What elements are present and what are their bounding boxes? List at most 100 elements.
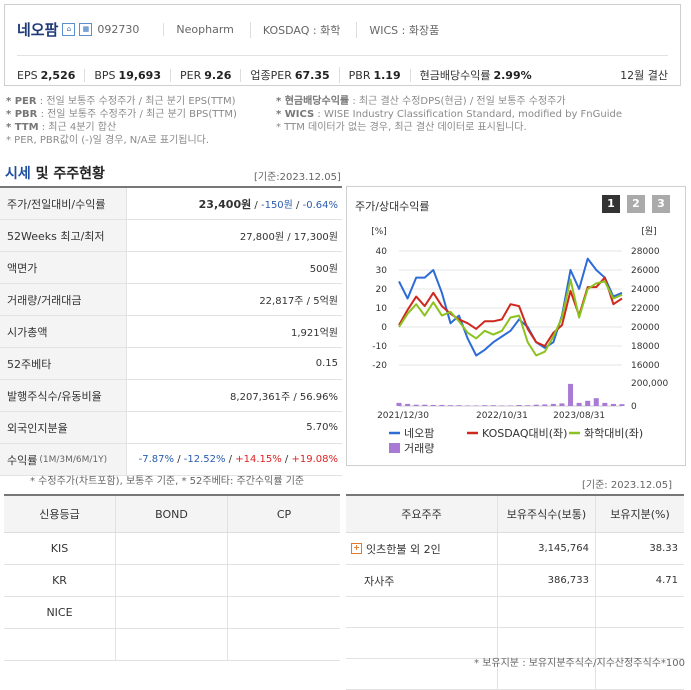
table-row: 52주베타 0.15: [0, 348, 342, 380]
row-label: 액면가: [0, 252, 127, 283]
row-label: 외국인지분율: [0, 412, 127, 443]
table-row: [4, 629, 340, 661]
company-name: 네오팜: [17, 21, 59, 39]
holders-base-date: [기준: 2023.12.05]: [582, 480, 673, 491]
row-value: 5.70%: [306, 422, 338, 433]
y-right-tick-label: 20000: [631, 323, 660, 333]
y-right-tick-label: 22000: [631, 304, 660, 314]
y-left-tick-label: 0: [381, 323, 387, 333]
cp-rating: [228, 629, 340, 660]
metric-eps: EPS 2,526: [17, 68, 86, 82]
note-wics: * WICS : WISE Industry Classification St…: [276, 109, 622, 120]
building-icon[interactable]: ▦: [79, 23, 93, 36]
volume-bar: [593, 398, 599, 406]
table-row: 자사주 386,733 4.71: [346, 565, 684, 597]
table-row: 거래량/거래대금 22,817주 / 5억원: [0, 284, 342, 316]
chart-page-2-button[interactable]: 2: [627, 195, 645, 213]
table-row[interactable]: + 잇츠한불 외 2인 3,145,764 38.33: [346, 533, 684, 565]
right-axis-unit: [원]: [641, 226, 656, 237]
volume-bar: [447, 405, 453, 406]
x-tick-label: 2021/12/30: [377, 411, 429, 421]
chart-page-3-button[interactable]: 3: [652, 195, 670, 213]
volume-bar: [413, 404, 419, 406]
price-value: 23,400원 / -150원 / -0.64%: [198, 197, 338, 211]
chart-title: 주가/상대수익률: [355, 200, 430, 213]
table-row: 발행주식수/유동비율 8,207,361주 / 56.96%: [0, 380, 342, 412]
table-row: KIS: [4, 533, 340, 565]
y-right-tick-label: 26000: [631, 266, 660, 276]
y-right-tick-label: 24000: [631, 285, 660, 295]
fiscal-period: 12월 결산: [620, 69, 668, 82]
row-value: 1,921억원: [290, 328, 338, 339]
holder-name[interactable]: + 잇츠한불 외 2인: [346, 533, 498, 564]
holder-name: [346, 597, 498, 627]
shareholders-table: 주요주주 보유주식수(보통) 보유지분(%) + 잇츠한불 외 2인 3,145,…: [346, 494, 684, 690]
volume-bar: [559, 403, 565, 406]
row-value: 0.15: [315, 358, 338, 369]
home-icon[interactable]: ⌂: [62, 23, 76, 36]
volume-bar: [576, 402, 582, 406]
row-label: 52Weeks 최고/최저: [0, 220, 127, 251]
metrics-row: EPS 2,526 BPS 19,693 PER 9.26 업종PER 67.35 PB…: [17, 67, 550, 83]
volume-bar: [542, 404, 548, 406]
volume-bar: [396, 402, 402, 406]
volume-bar: [568, 383, 574, 406]
volume-bar: [490, 405, 496, 406]
table-row: 액면가 500원: [0, 252, 342, 284]
note-ttm: * TTM : 최근 4분기 합산: [6, 122, 117, 133]
table-row: 외국인지분율 5.70%: [0, 412, 342, 444]
table-row: 52Weeks 최고/최저 27,800원 / 17,300원: [0, 220, 342, 252]
row-label: 주가/전일대비/수익률: [0, 188, 127, 219]
row-value: 22,817주 / 5억원: [259, 296, 338, 307]
bond-rating: [116, 629, 228, 660]
volume-bar: [533, 404, 539, 406]
row-label: 발행주식수/유동비율: [0, 380, 127, 411]
section-title: 시세 및 주주현황: [5, 166, 105, 182]
stock-code: 092730: [97, 23, 140, 36]
volume-bar: [508, 405, 513, 406]
chart-page-1-button[interactable]: 1: [602, 195, 620, 213]
row-value: 500원: [309, 264, 338, 275]
holder-shares: [498, 628, 596, 658]
legend-swatch: [389, 443, 400, 453]
note-ttm-missing: * TTM 데이터가 없는 경우, 최근 결산 데이터로 표시됩니다.: [276, 122, 527, 133]
volume-bar: [516, 404, 522, 406]
row-label: 거래량/거래대금: [0, 284, 127, 315]
column-header: 신용등급: [4, 496, 116, 532]
row-value: 8,207,361주 / 56.96%: [230, 392, 338, 403]
agency-name: [4, 629, 116, 660]
cp-rating: [228, 565, 340, 596]
table-row: KR: [4, 565, 340, 597]
english-name: Neopharm: [163, 23, 234, 36]
y-right-tick-label: 18000: [631, 342, 660, 352]
quote-table: 주가/전일대비/수익률 23,400원 / -150원 / -0.64% 52W…: [0, 186, 342, 476]
table-row: 주가/전일대비/수익률 23,400원 / -150원 / -0.64%: [0, 188, 342, 220]
volume-bar: [499, 405, 505, 406]
volume-bar: [585, 400, 591, 406]
column-header: CP: [276, 507, 292, 521]
column-header: 보유주식수(보통): [498, 496, 596, 532]
holder-percent: 4.71: [655, 575, 678, 586]
table-header: 신용등급 BOND CP: [4, 496, 340, 533]
holder-percent: [596, 597, 684, 627]
series-line: [398, 257, 623, 357]
column-header: BOND: [116, 496, 228, 532]
metric-bps: BPS 19,693: [94, 68, 171, 82]
y-left-tick-label: 10: [376, 304, 388, 314]
y-left-tick-label: -10: [372, 342, 387, 352]
expand-icon[interactable]: +: [351, 543, 362, 554]
row-label: 수익률 (1M/3M/6M/1Y): [0, 444, 127, 475]
metric-per: PER 9.26: [180, 68, 242, 82]
volume-bar: [465, 405, 471, 406]
price-chart: [%] [원] -20 -10 0 10 20 30 40 16000 18000 20000 2200…: [371, 226, 668, 455]
volume-tick-label: 200,000: [631, 379, 668, 389]
note-per: * PER : 전일 보통주 수정주가 / 최근 분기 EPS(TTM): [6, 96, 236, 107]
y-left-tick-label: 30: [376, 266, 388, 276]
legend-label: 네오팜: [404, 427, 434, 440]
table-row: 시가총액 1,921억원: [0, 316, 342, 348]
y-left-tick-label: 20: [376, 285, 388, 295]
base-date: [기준:2023.12.05]: [254, 172, 341, 183]
volume-bar: [473, 405, 479, 406]
y-right-tick-label: 16000: [631, 361, 660, 371]
note-dividend: * 현금배당수익률 : 최근 결산 수정DPS(현금) / 전일 보통주 수정주…: [276, 96, 566, 107]
